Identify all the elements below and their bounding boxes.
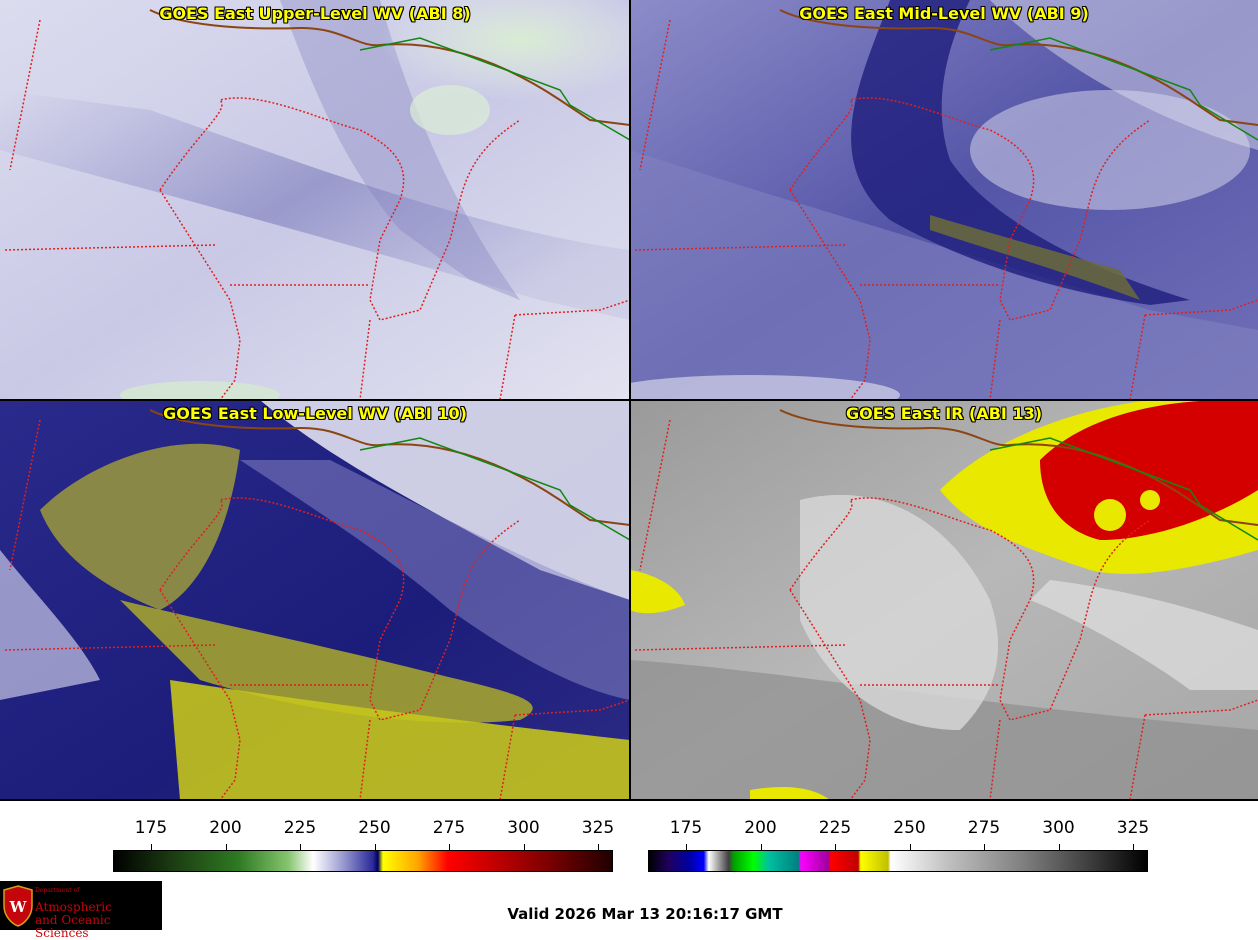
colorbar-tick <box>835 844 836 850</box>
valid-time: Valid 2026 Mar 13 20:16:17 GMT <box>507 905 783 923</box>
colorbar-tick-label: 275 <box>967 818 1001 838</box>
colorbar-ir-gradient <box>648 850 1148 872</box>
colorbar-tick <box>374 844 376 850</box>
panel-mid-level-wv: GOES East Mid-Level WV (ABI 9) <box>630 0 1258 400</box>
colorbar-tick <box>151 844 152 850</box>
colorbar-tick-label: 250 <box>893 818 926 838</box>
upper-level-wv-image <box>0 0 630 400</box>
colorbar-tick <box>760 844 762 850</box>
uw-crest-icon: W <box>3 885 33 927</box>
colorbar-tick <box>686 844 687 850</box>
panel-divider-horizontal <box>0 399 1258 401</box>
colorbar-tick <box>984 844 985 850</box>
panel-border-bottom <box>0 799 1258 801</box>
colorbar-tick-label: 200 <box>209 818 242 838</box>
colorbar-tick <box>449 844 450 850</box>
colorbar-tick <box>523 844 525 850</box>
svg-text:W: W <box>9 898 28 916</box>
colorbar-tick <box>225 844 227 850</box>
colorbar-tick-label: 225 <box>818 818 852 838</box>
colorbar-tick <box>300 844 301 850</box>
colorbar-wv: 175 200 225 250 275 300 325 <box>113 810 615 872</box>
colorbar-tick-label: 325 <box>1116 818 1150 838</box>
colorbar-tick-label: 175 <box>669 818 703 838</box>
colorbar-tick-label: 175 <box>134 818 168 838</box>
colorbar-tick-label: 200 <box>744 818 777 838</box>
colorbar-tick-label: 300 <box>507 818 540 838</box>
colorbar-tick <box>598 844 599 850</box>
low-level-wv-image <box>0 400 630 800</box>
colorbar-tick <box>1133 844 1134 850</box>
aos-logo: W Department of Atmospheric and Oceanic … <box>0 881 162 940</box>
colorbar-tick-label: 250 <box>358 818 391 838</box>
colorbar-tick <box>909 844 911 850</box>
ir-image <box>630 400 1258 800</box>
colorbar-tick-label: 325 <box>581 818 615 838</box>
logo-name-line1: Atmospheric <box>35 900 112 914</box>
panel-ir: GOES East IR (ABI 13) <box>630 400 1258 800</box>
colorbar-tick-label: 300 <box>1042 818 1075 838</box>
logo-dept-text: Department of <box>35 887 80 894</box>
colorbar-tick <box>1058 844 1060 850</box>
colorbar-tick-label: 275 <box>432 818 466 838</box>
colorbar-ir: 175 200 225 250 275 300 325 <box>648 810 1150 872</box>
panel-upper-level-wv: GOES East Upper-Level WV (ABI 8) <box>0 0 630 400</box>
colorbar-wv-gradient <box>113 850 613 872</box>
colorbar-tick-label: 225 <box>283 818 317 838</box>
mid-level-wv-image <box>630 0 1258 400</box>
panel-low-level-wv: GOES East Low-Level WV (ABI 10) <box>0 400 630 800</box>
